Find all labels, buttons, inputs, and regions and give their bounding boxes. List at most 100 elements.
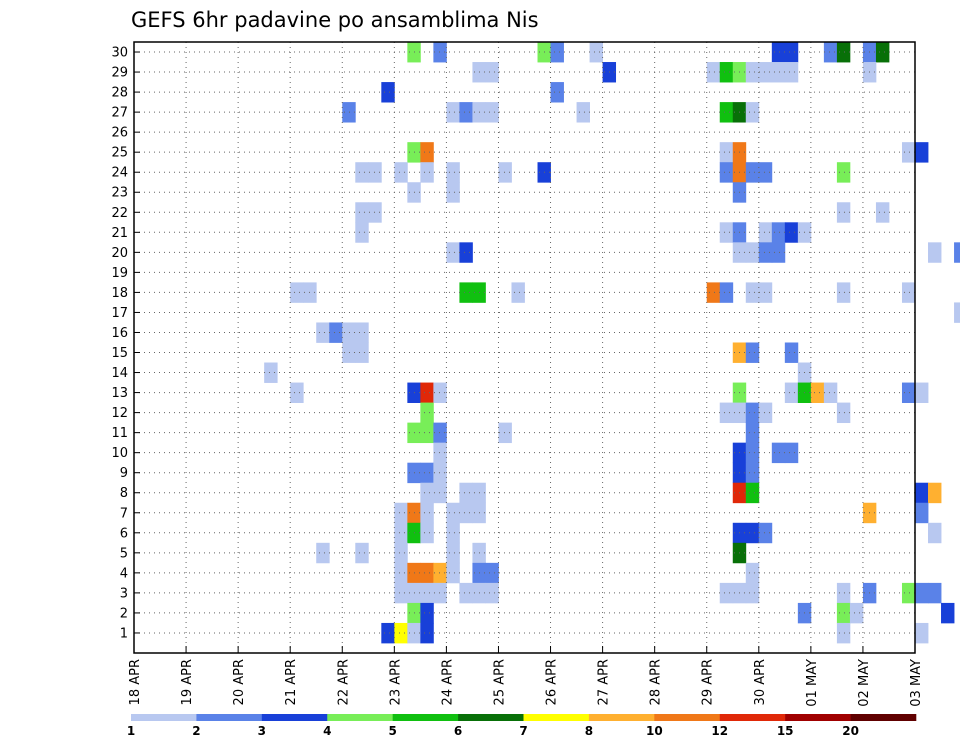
precip-cell xyxy=(433,562,447,584)
precip-cell xyxy=(420,482,434,504)
precip-cell xyxy=(928,482,942,504)
precip-cell xyxy=(836,282,851,303)
precip-cell xyxy=(915,482,929,504)
plot-frame xyxy=(133,41,916,654)
precip-cell xyxy=(420,582,434,604)
precip-cell xyxy=(381,82,395,103)
precip-cell xyxy=(901,382,916,403)
y-tick-label: 8 xyxy=(120,486,128,501)
precip-cell xyxy=(446,162,460,183)
y-tick-label: 28 xyxy=(111,86,128,101)
precip-cell xyxy=(433,442,447,464)
precip-cell xyxy=(459,482,473,504)
precip-cell xyxy=(394,502,408,524)
precip-cell xyxy=(433,482,447,504)
precip-cell xyxy=(394,542,408,564)
precip-cell xyxy=(433,422,447,444)
precip-cell xyxy=(446,542,460,564)
y-tick-label: 11 xyxy=(111,426,128,441)
precip-cell xyxy=(901,282,916,303)
precip-cell xyxy=(836,602,851,624)
precip-cell xyxy=(433,382,447,403)
precip-cell xyxy=(745,582,760,604)
precip-cell xyxy=(745,342,760,363)
colorbar-swatch xyxy=(196,714,263,721)
precip-cell xyxy=(459,102,473,123)
x-axis: 18 APR 19 APR 20 APR 21 APR 22 APR 23 APR 24 A… xyxy=(128,646,924,707)
x-tick-label: 25 APR xyxy=(492,659,507,705)
precip-cell xyxy=(745,562,760,584)
precip-cell xyxy=(784,442,799,464)
y-tick-label: 7 xyxy=(120,506,128,521)
colorbar-swatch xyxy=(327,714,393,721)
precip-cell xyxy=(836,402,851,424)
precip-cell xyxy=(433,582,447,604)
precip-cell xyxy=(355,542,369,564)
precip-cell xyxy=(498,422,512,444)
precip-cell xyxy=(420,462,434,484)
precip-cell xyxy=(745,462,760,484)
precip-cell xyxy=(901,582,916,604)
colorbar-swatch xyxy=(458,714,524,721)
y-tick-label: 20 xyxy=(111,246,128,261)
colorbar-swatch xyxy=(850,714,917,721)
precip-cell xyxy=(355,342,369,363)
precip-cell xyxy=(446,502,460,524)
precip-cell xyxy=(784,222,799,243)
precip-cell xyxy=(745,422,760,444)
precip-cell xyxy=(915,142,929,163)
precip-cell xyxy=(420,142,434,163)
precip-cell xyxy=(719,142,734,163)
precip-cell xyxy=(446,182,460,203)
colorbar-label: 3 xyxy=(258,724,266,738)
precip-cell xyxy=(394,562,408,584)
precip-cell xyxy=(485,582,499,604)
y-tick-label: 24 xyxy=(111,166,128,181)
colorbar: 1 2 3 4 5 6 7 8 10 12 15 20 xyxy=(127,714,917,738)
precip-cell xyxy=(394,582,408,604)
precip-cell xyxy=(758,402,773,424)
colorbar-label: 10 xyxy=(646,724,663,738)
precip-cell xyxy=(576,102,590,123)
precip-cell xyxy=(329,322,343,343)
precip-cell xyxy=(316,322,330,343)
precip-cell xyxy=(706,62,721,83)
y-tick-label: 12 xyxy=(111,406,128,421)
x-tick-label: 27 APR xyxy=(597,659,612,705)
precip-cell xyxy=(433,42,447,63)
precip-cell xyxy=(485,62,499,83)
precip-cell xyxy=(915,582,929,604)
precip-cell xyxy=(823,42,838,63)
precip-cell xyxy=(719,162,734,183)
x-tick-label: 23 APR xyxy=(388,659,403,705)
y-axis: 1234567891011121314151617181920212223242… xyxy=(111,46,140,641)
y-tick-label: 25 xyxy=(111,146,128,161)
precip-cell xyxy=(550,82,564,103)
precip-cell xyxy=(394,162,408,183)
y-tick-label: 1 xyxy=(120,626,128,641)
precip-cell xyxy=(758,62,773,83)
precip-cell xyxy=(901,142,916,163)
precip-cell xyxy=(875,202,890,223)
precip-cell xyxy=(941,602,955,624)
precip-cell xyxy=(706,282,721,303)
x-tick-label: 22 APR xyxy=(336,659,351,705)
colorbar-swatch xyxy=(261,714,328,721)
precip-cell xyxy=(784,382,799,403)
precip-cell xyxy=(771,222,786,243)
precip-cell xyxy=(342,322,356,343)
precip-cell xyxy=(368,162,382,183)
colorbar-label: 12 xyxy=(711,724,728,738)
precip-cell xyxy=(342,102,356,123)
precip-cell xyxy=(745,522,760,544)
x-tick-label: 29 APR xyxy=(701,659,716,705)
precip-cell xyxy=(836,202,851,223)
x-tick-label: 18 APR xyxy=(128,659,143,705)
precip-cell xyxy=(719,102,734,123)
colorbar-label: 1 xyxy=(127,724,135,738)
precip-cell xyxy=(459,282,473,303)
precip-cell xyxy=(745,242,760,263)
precip-cell xyxy=(719,222,734,243)
y-tick-label: 27 xyxy=(111,106,128,121)
